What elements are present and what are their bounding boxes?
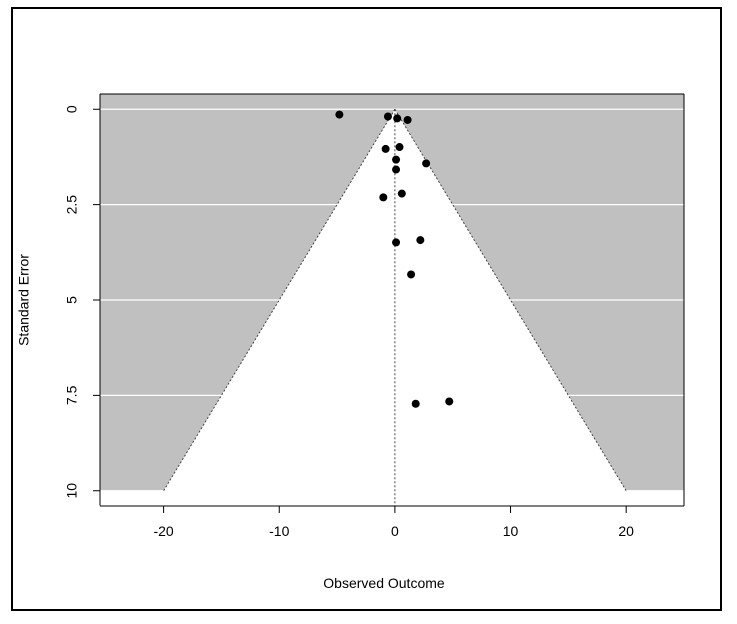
data-point-13 [407,270,416,279]
x-axis-title: Observed Outcome [323,575,445,591]
y-tick-label-3: 7.5 [64,385,80,405]
x-tick-label-1: -10 [269,523,289,539]
data-point-3 [403,115,412,124]
x-tick-label-4: 20 [618,523,634,539]
funnel-plot: -20 -10 0 10 20 0 2.5 5 7.5 10 Observed Outcome St… [16,93,685,591]
funnel-region [100,109,684,506]
data-point-1 [383,112,392,121]
data-point-0 [335,110,344,119]
y-tick-label-2: 5 [64,296,80,304]
data-point-5 [395,143,404,152]
data-point-9 [397,189,406,198]
data-point-2 [393,114,402,123]
data-point-14 [445,397,454,406]
data-point-7 [422,159,431,168]
x-tick-label-3: 10 [503,523,519,539]
data-point-15 [411,399,420,408]
data-point-10 [379,193,388,202]
x-tick-label-0: -20 [153,523,173,539]
data-point-8 [392,165,401,174]
data-point-11 [416,236,425,245]
chart-frame: -20 -10 0 10 20 0 2.5 5 7.5 10 Observed Outcome St… [11,7,722,611]
data-point-12 [392,238,401,247]
data-point-4 [381,144,390,153]
y-axis-title: Standard Error [16,254,32,346]
y-tick-label-1: 2.5 [64,195,80,215]
y-tick-label-0: 0 [64,105,80,113]
x-tick-label-2: 0 [391,523,399,539]
y-tick-label-4: 10 [64,483,80,499]
data-point-6 [392,155,401,164]
